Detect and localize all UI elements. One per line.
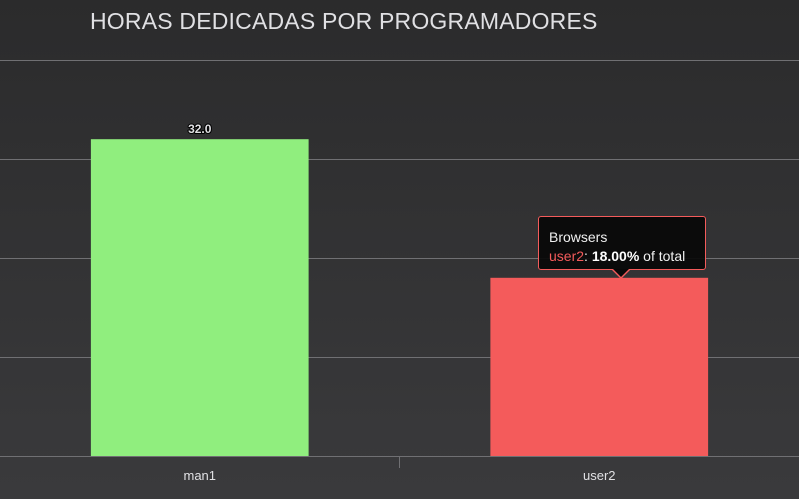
x-tick-label-user2: user2	[583, 468, 616, 483]
data-label-man1: 32.0	[188, 122, 212, 136]
tooltip: Browsers user2: 18.00% of total	[538, 216, 706, 270]
tooltip-body: user2: 18.00% of total	[549, 247, 695, 266]
tooltip-value: 18.00%	[591, 248, 640, 264]
bars[interactable]	[90, 139, 709, 456]
data-labels: 32.0	[187, 121, 213, 137]
tooltip-arrow	[613, 269, 629, 277]
x-axis: man1 user2	[0, 456, 799, 483]
tooltip-separator: :	[584, 248, 592, 264]
chart-title: HORAS DEDICADAS POR PROGRAMADORES	[90, 8, 598, 34]
tooltip-suffix: of total	[639, 248, 686, 264]
bar-user2[interactable]	[490, 277, 709, 456]
bar-man1[interactable]	[90, 139, 309, 456]
tooltip-series-name: user2	[549, 248, 585, 264]
tooltip-heading: Browsers	[549, 229, 608, 245]
x-tick-label-man1: man1	[183, 468, 216, 483]
